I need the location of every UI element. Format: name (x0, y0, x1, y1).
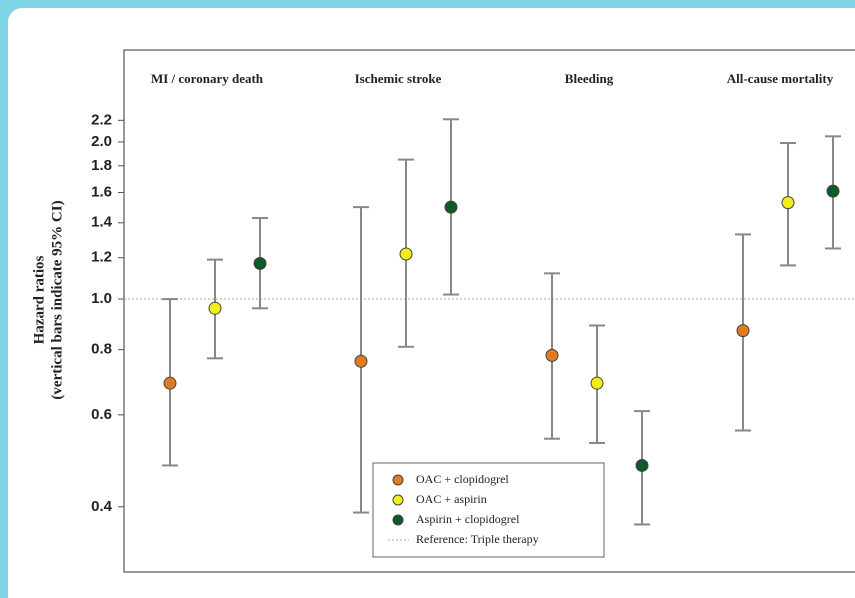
plot-frame (123, 49, 855, 573)
point (590, 376, 604, 390)
legend-marker (392, 494, 404, 506)
legend-marker (392, 514, 404, 526)
y-tick-label: 1.6 (91, 183, 112, 200)
legend-label: OAC + clopidogrel (416, 472, 509, 486)
legend-box (372, 462, 605, 558)
legend-label: Reference: Triple therapy (416, 532, 539, 546)
point (208, 301, 222, 315)
y-tick-label: 0.4 (91, 498, 113, 515)
point (444, 200, 458, 214)
point (736, 324, 750, 338)
y-tick-label: 0.8 (91, 341, 112, 358)
y-tick-label: 1.8 (91, 157, 112, 174)
y-axis-label: (vertical bars indicate 95% CI) (49, 200, 65, 399)
y-tick-label: 2.0 (91, 133, 112, 150)
y-tick-label: 1.2 (91, 249, 112, 266)
legend-marker (392, 474, 404, 486)
point (399, 247, 413, 261)
point (826, 184, 840, 198)
y-axis-label: Hazard ratios (31, 255, 47, 344)
point (781, 196, 795, 210)
category-label: All-cause mortality (727, 71, 834, 86)
y-tick-label: 1.0 (91, 290, 112, 307)
category-label: Bleeding (565, 71, 614, 86)
point (163, 376, 177, 390)
point (354, 354, 368, 368)
category-label: Ischemic stroke (355, 71, 442, 86)
point (545, 348, 559, 362)
legend-label: OAC + aspirin (416, 492, 487, 506)
y-tick-label: 2.2 (91, 111, 112, 128)
point (253, 256, 267, 270)
y-tick-label: 1.4 (91, 214, 113, 231)
y-tick-label: 0.6 (91, 406, 112, 423)
legend-label: Aspirin + clopidogrel (416, 512, 520, 526)
category-label: MI / coronary death (151, 71, 264, 86)
point (635, 458, 649, 472)
